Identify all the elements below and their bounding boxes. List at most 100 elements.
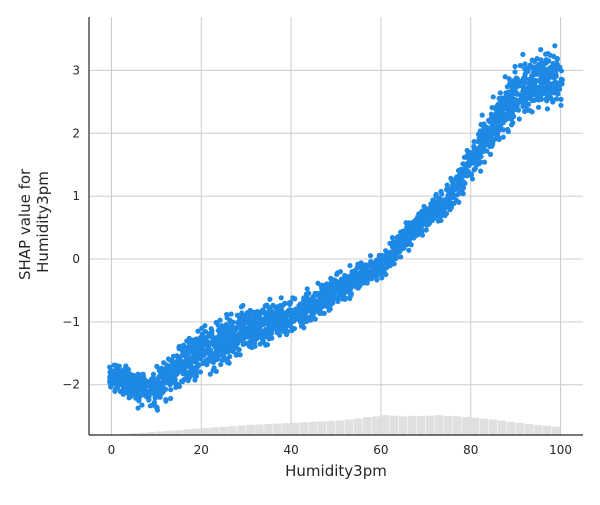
- scatter-point: [147, 388, 152, 393]
- histogram-bar: [435, 415, 443, 435]
- histogram-bar: [255, 424, 263, 435]
- scatter-point: [509, 80, 514, 85]
- histogram-bar: [273, 424, 281, 435]
- scatter-point: [254, 318, 259, 323]
- scatter-point: [347, 263, 352, 268]
- scatter-point: [536, 85, 541, 90]
- scatter-point: [159, 383, 164, 388]
- scatter-point: [491, 121, 496, 126]
- scatter-point: [424, 222, 429, 227]
- scatter-point: [447, 207, 452, 212]
- y-axis-label-line-2: Humidity3pm: [34, 171, 52, 273]
- y-tick-label: −1: [62, 315, 80, 329]
- x-tick-label: 40: [283, 443, 298, 457]
- scatter-point: [432, 208, 437, 213]
- scatter-point: [130, 381, 135, 386]
- scatter-point: [161, 360, 166, 365]
- scatter-point: [225, 328, 230, 333]
- scatter-point: [380, 267, 385, 272]
- scatter-point: [245, 310, 250, 315]
- histogram-bar: [291, 423, 299, 435]
- histogram-bar: [192, 429, 200, 435]
- histogram-bar: [264, 424, 272, 435]
- scatter-point: [180, 371, 185, 376]
- scatter-point: [409, 242, 414, 247]
- scatter-point: [263, 303, 268, 308]
- scatter-point: [350, 282, 355, 287]
- scatter-point: [531, 92, 536, 97]
- histogram-bar: [183, 429, 191, 435]
- scatter-point: [267, 325, 272, 330]
- y-tick-label: 3: [72, 63, 80, 77]
- scatter-point: [274, 330, 279, 335]
- scatter-point: [375, 271, 380, 276]
- scatter-point: [400, 246, 405, 251]
- scatter-point: [554, 96, 559, 101]
- histogram-bar: [345, 420, 353, 435]
- scatter-point: [541, 86, 546, 91]
- scatter-point: [491, 94, 496, 99]
- scatter-point: [478, 129, 483, 134]
- scatter-point: [186, 357, 191, 362]
- histogram-bar: [525, 424, 533, 435]
- scatter-point: [559, 68, 564, 73]
- scatter-point: [136, 398, 141, 403]
- scatter-point: [364, 279, 369, 284]
- scatter-point: [227, 318, 232, 323]
- scatter-point: [227, 361, 232, 366]
- scatter-point: [279, 295, 284, 300]
- histogram-bar: [417, 416, 425, 435]
- scatter-point: [250, 342, 255, 347]
- scatter-point: [294, 308, 299, 313]
- histogram-bar: [354, 419, 362, 436]
- scatter-point: [234, 351, 239, 356]
- histogram-bar: [318, 421, 326, 435]
- histogram-bar: [309, 422, 317, 435]
- scatter-point: [217, 346, 222, 351]
- scatter-point: [230, 341, 235, 346]
- scatter-point: [320, 311, 325, 316]
- scatter-point: [463, 165, 468, 170]
- histogram-bar: [201, 428, 209, 435]
- scatter-point: [168, 396, 173, 401]
- y-tick-label: 2: [72, 126, 80, 140]
- scatter-point: [478, 154, 483, 159]
- scatter-point: [359, 275, 364, 280]
- scatter-point: [377, 261, 382, 266]
- scatter-point: [344, 280, 349, 285]
- scatter-point: [424, 227, 429, 232]
- scatter-point: [152, 400, 157, 405]
- scatter-point: [505, 84, 510, 89]
- scatter-point: [549, 65, 554, 70]
- scatter-point: [195, 329, 200, 334]
- scatter-point: [281, 322, 286, 327]
- scatter-point: [244, 334, 249, 339]
- scatter-point: [198, 369, 203, 374]
- scatter-point: [341, 292, 346, 297]
- scatter-point: [551, 75, 556, 80]
- scatter-point: [324, 302, 329, 307]
- scatter-point: [225, 349, 230, 354]
- scatter-point: [262, 332, 267, 337]
- scatter-point: [509, 122, 514, 127]
- scatter-point: [339, 284, 344, 289]
- scatter-point: [354, 285, 359, 290]
- scatter-point: [209, 331, 214, 336]
- scatter-point: [537, 92, 542, 97]
- scatter-point: [231, 347, 236, 352]
- scatter-point: [487, 138, 492, 143]
- scatter-point: [328, 276, 333, 281]
- scatter-point: [347, 296, 352, 301]
- y-tick-label: 1: [72, 189, 80, 203]
- scatter-point: [245, 329, 250, 334]
- scatter-point: [111, 372, 116, 377]
- scatter-point: [240, 331, 245, 336]
- scatter-point: [410, 226, 415, 231]
- scatter-point: [503, 74, 508, 79]
- scatter-point: [338, 279, 343, 284]
- histogram-bar: [426, 416, 434, 435]
- scatter-point: [476, 160, 481, 165]
- scatter-point: [500, 102, 505, 107]
- scatter-point: [398, 254, 403, 259]
